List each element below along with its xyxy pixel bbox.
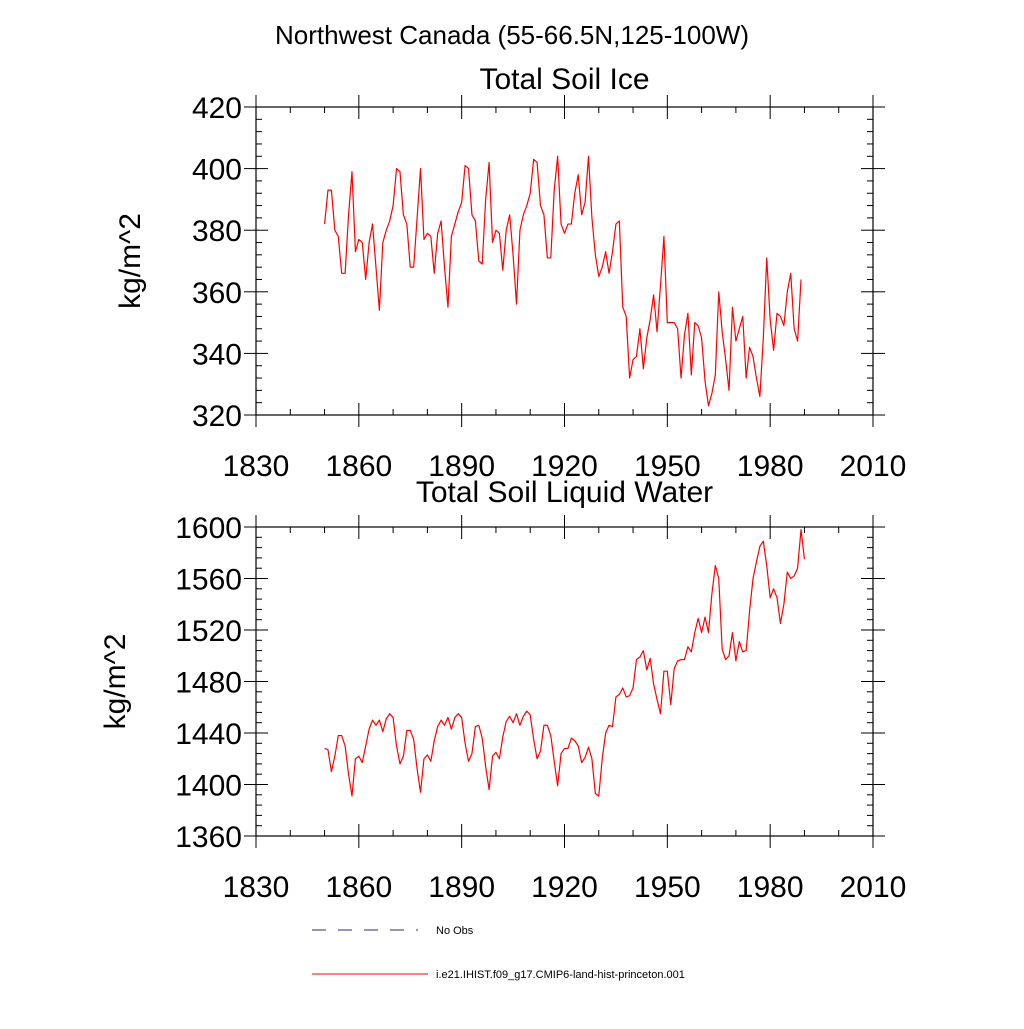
- legend-label-model: i.e21.IHIST.f09_g17.CMIP6-land-hist-prin…: [436, 969, 685, 981]
- soil-ice-y-tick-label: 380: [192, 215, 242, 248]
- soil-liquid-water-y-tick-label: 1480: [175, 667, 242, 700]
- soil-ice-y-tick-label: 400: [192, 154, 242, 187]
- soil-liquid-water-series-line: [324, 528, 806, 797]
- figure-title: Northwest Canada (55-66.5N,125-100W): [275, 20, 749, 50]
- soil-liquid-water-y-tick-label: 1360: [175, 821, 242, 854]
- soil-liquid-water-y-tick-label: 1440: [175, 718, 242, 751]
- soil-ice-x-tick-label: 1950: [634, 450, 701, 483]
- soil-liquid-water-x-tick-label: 1830: [223, 871, 290, 904]
- soil-liquid-water-x-tick-label: 2010: [840, 871, 907, 904]
- soil-ice-x-tick-label: 1920: [531, 450, 598, 483]
- soil-ice-title: Total Soil Ice: [479, 63, 649, 96]
- soil-ice-y-tick-label: 340: [192, 338, 242, 371]
- soil-liquid-water-x-tick-label: 1860: [325, 871, 392, 904]
- soil-ice-plot-frame: [255, 106, 874, 416]
- soil-ice-x-tick-label: 2010: [840, 450, 907, 483]
- soil-liquid-water-y-tick-label: 1560: [175, 564, 242, 597]
- soil-liquid-water-x-tick-label: 1890: [428, 871, 495, 904]
- legend-label-no-obs: No Obs: [436, 925, 474, 937]
- soil-liquid-water-x-tick-label: 1980: [737, 871, 804, 904]
- soil-liquid-water-y-tick-label: 1600: [175, 512, 242, 545]
- soil-ice-panel: Total Soil Ice 1830 1860 1890 1920 1950 1980 20…: [114, 63, 906, 483]
- soil-ice-y-tick-label: 320: [192, 400, 242, 433]
- soil-ice-y-axis-label: kg/m^2: [114, 213, 147, 309]
- soil-liquid-water-title: Total Soil Liquid Water: [416, 476, 713, 509]
- soil-ice-x-tick-label: 1860: [325, 450, 392, 483]
- soil-ice-x-tick-label: 1890: [428, 450, 495, 483]
- soil-ice-x-tick-label: 1830: [223, 450, 290, 483]
- soil-ice-y-tick-label: 420: [192, 92, 242, 125]
- soil-liquid-water-y-tick-label: 1400: [175, 770, 242, 803]
- soil-liquid-water-panel: Total Soil Liquid Water 1830 1860 1890 1920 1…: [99, 476, 906, 904]
- soil-liquid-water-y-tick-label: 1520: [175, 615, 242, 648]
- soil-ice-y-tick-label: 360: [192, 277, 242, 310]
- soil-ice-series-line: [323, 155, 802, 407]
- legend: No Obs i.e21.IHIST.f09_g17.CMIP6-land-hi…: [312, 925, 685, 981]
- soil-liquid-water-plot-frame: [255, 526, 874, 837]
- soil-liquid-water-y-axis-label: kg/m^2: [99, 634, 132, 730]
- soil-ice-x-tick-label: 1980: [737, 450, 804, 483]
- soil-liquid-water-x-tick-label: 1920: [531, 871, 598, 904]
- soil-liquid-water-x-tick-label: 1950: [634, 871, 701, 904]
